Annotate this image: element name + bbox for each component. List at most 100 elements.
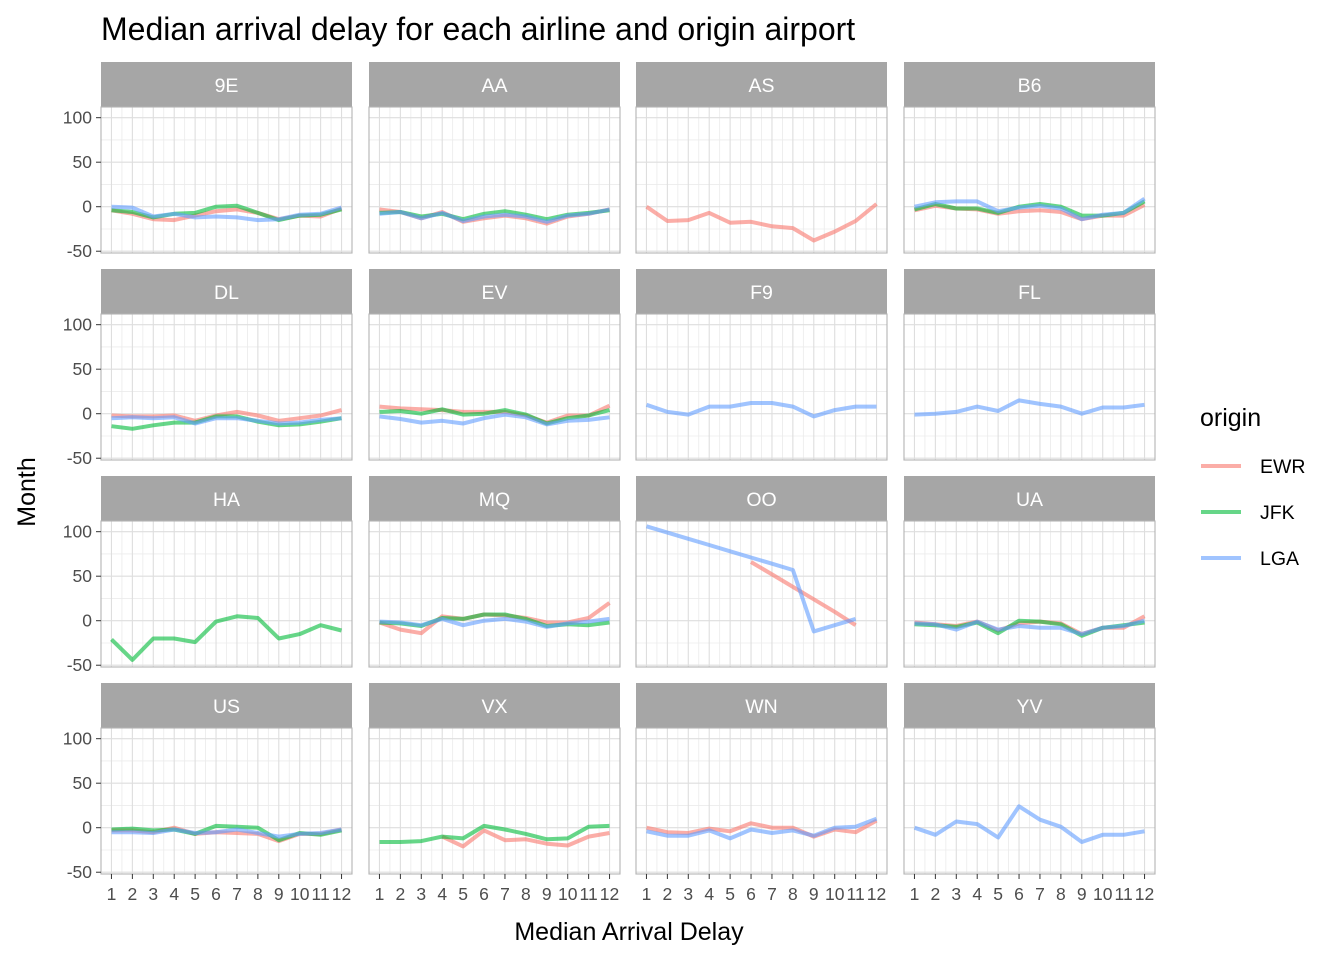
x-tick-label: 6 — [1014, 884, 1024, 904]
series-line-LGA — [914, 197, 1146, 222]
series-line-EWR — [749, 560, 857, 627]
y-tick-label: 50 — [73, 773, 93, 793]
panel-border — [100, 313, 353, 461]
x-tick-label: 5 — [190, 884, 200, 904]
facet-panel-MQ: MQ — [368, 476, 621, 668]
facet-strip-label: FL — [1018, 282, 1041, 304]
facet-panel-WN: WN1 2 3 4 5 6 7 8 9 10 11 12 — [635, 683, 888, 904]
facet-strip — [636, 683, 887, 728]
facet-strip — [101, 269, 352, 314]
facet-strip — [636, 269, 887, 314]
y-tick-label: 100 — [63, 729, 92, 749]
y-tick-label: 100 — [63, 108, 92, 128]
series-line-LGA — [645, 524, 857, 634]
y-tick-label: 0 — [82, 611, 92, 631]
series-line-LGA — [111, 415, 342, 426]
panel-border — [903, 727, 1156, 875]
series-line-EWR — [441, 828, 610, 849]
series-line-JFK — [379, 823, 610, 844]
x-tick-label: 6 — [746, 884, 756, 904]
series-line-LGA — [379, 207, 610, 224]
facet-panel-EV: EV — [368, 269, 621, 461]
x-tick-label: 9 — [809, 884, 819, 904]
facet-strip-label: MQ — [479, 489, 510, 511]
x-tick-label: 8 — [788, 884, 798, 904]
facet-strip-label: UA — [1016, 489, 1043, 511]
x-tick-label: 10 — [825, 884, 845, 904]
x-tick-label: 3 — [416, 884, 426, 904]
facet-strip — [904, 62, 1155, 107]
panel-border — [903, 106, 1156, 254]
legend-label-EWR: EWR — [1260, 456, 1306, 478]
x-tick-label: 2 — [931, 884, 941, 904]
x-tick-label: 11 — [1115, 884, 1133, 904]
panel-border — [368, 520, 621, 668]
x-tick-label: 3 — [148, 884, 158, 904]
x-tick-label: 9 — [274, 884, 284, 904]
x-tick-label: 1 — [642, 884, 652, 904]
y-tick-label: 50 — [73, 359, 93, 379]
x-tick-label: 7 — [232, 884, 242, 904]
facet-panel-F9: F9 — [635, 269, 888, 461]
x-tick-label: 11 — [312, 884, 330, 904]
facet-panel-AA: AA — [368, 62, 621, 254]
x-tick-label: 10 — [290, 884, 310, 904]
x-tick-label: 4 — [437, 884, 447, 904]
y-tick-label: 100 — [63, 315, 92, 335]
facet-strip-label: DL — [214, 282, 239, 304]
facet-panel-AS: AS — [635, 62, 888, 254]
y-tick-label: 50 — [73, 566, 93, 586]
y-tick-label: -50 — [67, 655, 93, 675]
facet-panel-FL: FL — [903, 269, 1156, 461]
x-tick-label: 2 — [396, 884, 406, 904]
x-tick-label: 11 — [847, 884, 865, 904]
y-tick-label: 0 — [82, 197, 92, 217]
series-line-LGA — [111, 827, 342, 839]
facet-strip — [101, 62, 352, 107]
x-tick-label: 6 — [211, 884, 221, 904]
facet-strip — [369, 62, 620, 107]
x-tick-label: 3 — [951, 884, 961, 904]
series-line-LGA — [111, 204, 343, 223]
facet-panel-YV: YV1 2 3 4 5 6 7 8 9 10 11 12 — [903, 683, 1156, 904]
panel-border — [100, 727, 353, 875]
facet-strip — [369, 476, 620, 521]
x-tick-label: 7 — [767, 884, 777, 904]
legend-title: origin — [1200, 404, 1261, 432]
series-line-LGA — [914, 618, 1145, 637]
facet-strip-label: AS — [748, 75, 774, 97]
x-tick-label: 5 — [458, 884, 468, 904]
facet-panel-OO: OO — [635, 476, 888, 668]
y-tick-label: -50 — [67, 448, 93, 468]
series-line-LGA — [645, 401, 877, 419]
panel-border — [635, 313, 888, 461]
x-tick-label: 4 — [972, 884, 982, 904]
facet-strip-label: B6 — [1018, 75, 1042, 97]
facet-panel-UA: UA — [903, 476, 1156, 668]
x-tick-label: 4 — [704, 884, 714, 904]
x-tick-label: 9 — [1077, 884, 1087, 904]
panel-border — [368, 313, 621, 461]
facet-strip-label: F9 — [750, 282, 773, 304]
x-tick-label: 2 — [128, 884, 138, 904]
facet-strip-label: HA — [213, 489, 240, 511]
x-tick-label: 2 — [663, 884, 673, 904]
facet-strip — [369, 683, 620, 728]
x-tick-label: 6 — [479, 884, 489, 904]
facet-strip-label: EV — [481, 282, 507, 304]
facet-strip — [904, 683, 1155, 728]
facet-panel-9E: 9E -50 0 50 100 — [63, 62, 353, 261]
facet-strip — [369, 269, 620, 314]
facet-strip — [636, 62, 887, 107]
facet-strip-label: WN — [745, 696, 778, 718]
series-line-LGA — [379, 412, 610, 427]
x-tick-label: 9 — [542, 884, 552, 904]
legend-label-LGA: LGA — [1260, 548, 1299, 570]
series-line-EWR — [646, 818, 878, 839]
facet-strip-label: YV — [1016, 696, 1042, 718]
panel-border — [903, 520, 1156, 668]
facet-strip — [101, 683, 352, 728]
